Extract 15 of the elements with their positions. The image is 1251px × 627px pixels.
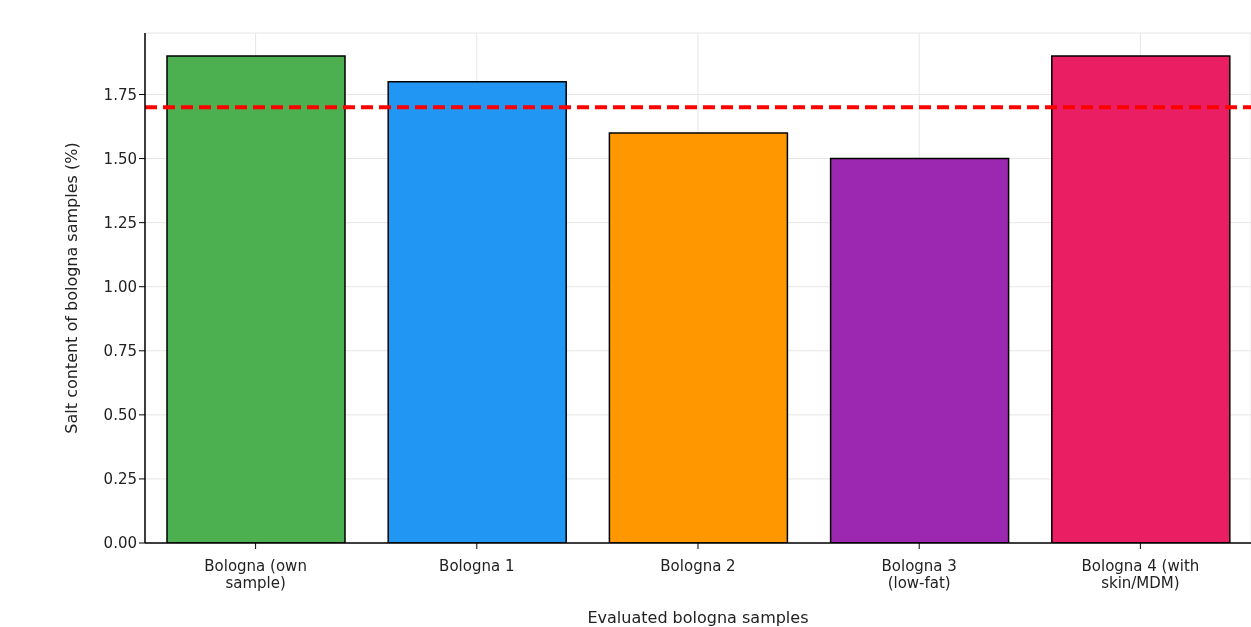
y-tick-label: 0.00 bbox=[103, 534, 137, 553]
y-tick-label: 1.25 bbox=[103, 213, 137, 232]
y-tick-label: 0.25 bbox=[103, 470, 137, 489]
y-tick-label: 0.75 bbox=[103, 342, 137, 361]
x-tick-label: Bologna 2 bbox=[660, 557, 736, 575]
x-tick-label: Bologna 4 (with skin/MDM) bbox=[1081, 557, 1200, 592]
y-tick-label: 1.75 bbox=[103, 85, 137, 104]
x-tick-label: Bologna (own sample) bbox=[204, 557, 307, 592]
y-tick-label: 0.50 bbox=[103, 406, 137, 425]
x-axis-title: Evaluated bologna samples bbox=[587, 608, 809, 627]
y-tick-label: 1.00 bbox=[103, 278, 137, 297]
x-tick-label: Bologna 3 (low-fat) bbox=[881, 557, 957, 592]
y-tick-label: 1.50 bbox=[103, 149, 137, 168]
x-tick-label: Bologna 1 bbox=[439, 557, 515, 575]
y-axis-title: Salt content of bologna samples (%) bbox=[61, 142, 81, 434]
